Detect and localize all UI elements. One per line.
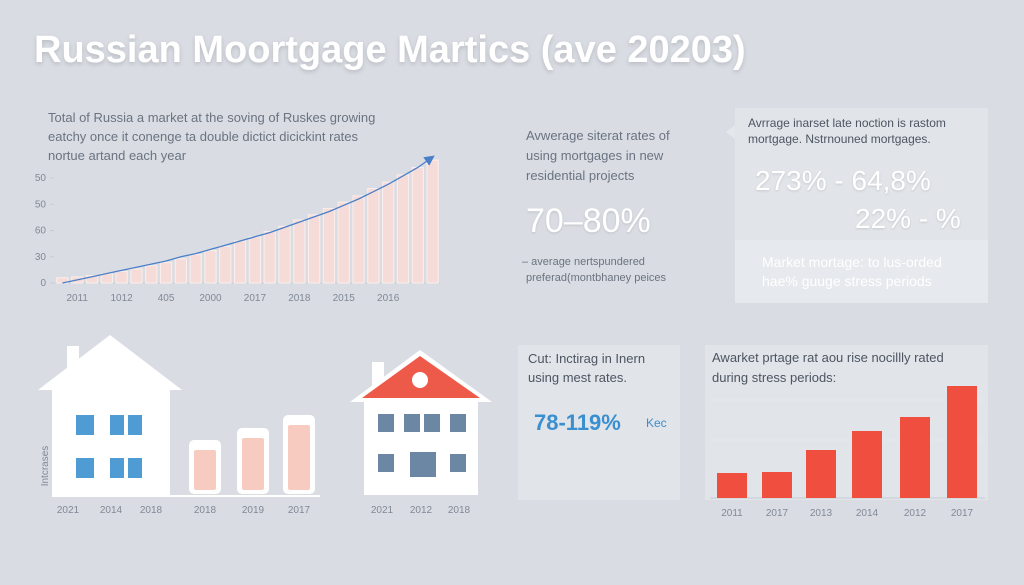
chart-text: Total of Russia a market at the soving o… — [48, 110, 375, 125]
bar — [852, 431, 882, 498]
panel-footer — [735, 240, 988, 303]
house-icon — [38, 335, 182, 495]
x-tick-label: 2017 — [766, 508, 789, 519]
bar — [426, 159, 439, 284]
bar — [308, 214, 321, 284]
big-figure: 78-119% — [534, 410, 621, 435]
x-tick-label: 2011 — [721, 508, 743, 519]
house-label: 2018 — [448, 505, 471, 516]
bar — [85, 275, 99, 284]
bar — [717, 473, 747, 498]
bar — [204, 249, 217, 284]
bar — [367, 188, 380, 284]
y-tick-label: 0 — [40, 278, 46, 289]
house-label: 2021 — [57, 505, 80, 516]
bar — [900, 417, 930, 498]
panel-text: using mest rates. — [528, 370, 627, 385]
bar — [115, 270, 128, 284]
bar — [382, 181, 395, 284]
bar — [263, 231, 276, 284]
bar — [762, 472, 792, 498]
panel-text: Cut: Inctirag in Inern — [528, 351, 645, 366]
x-tick-label: 2017 — [244, 293, 267, 304]
panel — [705, 345, 988, 500]
chart-title: Awarket prtage rat aou rise nocillly rat… — [712, 350, 944, 365]
page-title: Russian Moortgage Martics (ave 20203) — [34, 29, 746, 71]
bar — [337, 201, 350, 284]
bar — [288, 425, 310, 490]
panel-text: Avrrage inarset late noction is rastom — [748, 116, 946, 130]
panel-note: preferad(montbhaney peices — [526, 272, 667, 284]
panel — [735, 108, 988, 303]
panel-text: residential projects — [526, 168, 635, 183]
panel-text: Avwerage siterat rates of — [526, 128, 670, 143]
big-figure: 22% - % — [855, 203, 961, 234]
y-axis-label: Intcrases — [40, 446, 51, 487]
house-label: 2018 — [140, 505, 163, 516]
x-tick-label: 2015 — [333, 293, 356, 304]
bar — [293, 219, 306, 284]
panel-text: using mortgages in new — [526, 148, 664, 163]
bar — [159, 261, 173, 284]
x-tick-label: 2017 — [288, 505, 311, 516]
bar — [352, 195, 365, 284]
bar — [130, 268, 143, 284]
bar — [145, 265, 158, 284]
x-tick-label: 2016 — [377, 293, 400, 304]
bar — [947, 386, 977, 498]
bar — [174, 258, 187, 284]
bar — [233, 240, 247, 284]
bar — [219, 245, 232, 284]
panel-note: hae% guuge stress periods — [762, 273, 932, 289]
x-tick-label: 2013 — [810, 508, 833, 519]
house-label: 2012 — [410, 505, 433, 516]
bar — [806, 450, 836, 498]
y-tick-label: 50 — [35, 199, 47, 210]
x-tick-label: 405 — [158, 293, 175, 304]
y-tick-label: 30 — [35, 252, 47, 263]
bar — [100, 273, 113, 284]
bar — [194, 450, 216, 490]
bar — [322, 207, 336, 284]
x-tick-label: 2017 — [951, 508, 974, 519]
house-icon — [350, 350, 492, 495]
panel-note: – average nertspundered — [522, 256, 645, 268]
trend-line — [62, 155, 435, 284]
x-tick-label: 2000 — [199, 293, 222, 304]
x-tick-label: 2019 — [242, 505, 265, 516]
chart-text: nortue artand each year — [48, 148, 187, 163]
big-figure: 70–80% — [526, 202, 651, 240]
bar — [189, 254, 202, 284]
chart-title: during stress periods: — [712, 370, 836, 385]
house-label: 2021 — [371, 505, 394, 516]
panel-pointer — [726, 125, 735, 139]
x-tick-label: 2012 — [904, 508, 927, 519]
x-tick-label: 1012 — [111, 293, 134, 304]
chart-text: eatchy once it conenge ta double dictict… — [48, 129, 359, 144]
bar — [396, 174, 410, 284]
unit-label: Kec — [646, 416, 667, 430]
bar — [242, 438, 264, 490]
y-tick-label: 50 — [35, 173, 47, 184]
x-tick-label: 2011 — [66, 293, 88, 304]
y-tick-label: 60 — [35, 226, 47, 237]
bar — [411, 167, 424, 284]
bar — [278, 225, 291, 284]
bar — [248, 236, 262, 284]
big-figure: 273% - 64,8% — [755, 165, 931, 196]
panel-text: mortgage. Nstrnouned mortgages. — [748, 132, 931, 146]
panel-note: Market mortage: to lus-orded — [762, 254, 942, 270]
x-tick-label: 2018 — [288, 293, 311, 304]
x-tick-label: 2014 — [856, 508, 879, 519]
house-label: 2014 — [100, 505, 123, 516]
x-tick-label: 2018 — [194, 505, 217, 516]
panel — [518, 345, 680, 500]
